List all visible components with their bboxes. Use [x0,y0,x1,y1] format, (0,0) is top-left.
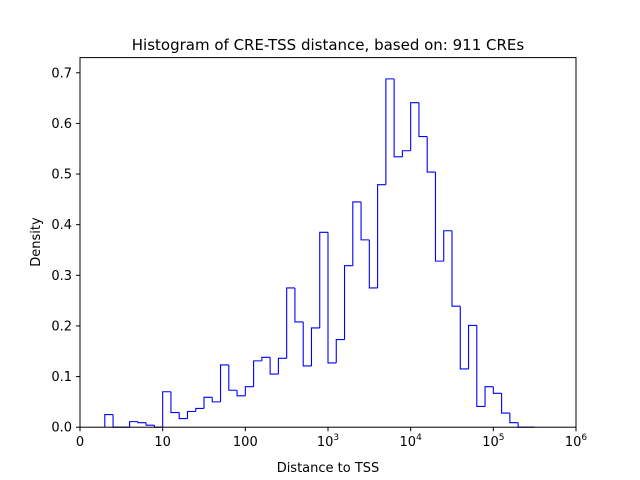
histogram-bin [129,421,138,428]
x-tick-label: 104 [400,433,423,450]
y-tick-label: 0.3 [51,269,72,284]
x-tick-label: 0 [76,435,84,450]
histogram-bin [219,364,229,402]
histogram-bin [459,306,469,370]
chart-title: Histogram of CRE-TSS distance, based on:… [132,36,525,54]
histogram-bin [261,356,271,361]
histogram-bin [393,78,403,158]
histogram-bin [319,231,328,328]
histogram-bin [343,265,353,340]
y-tick-label: 0.2 [51,319,72,334]
histogram-bin [401,150,411,157]
histogram-bin [178,412,188,420]
histogram-bin [476,325,486,407]
histogram-bin [360,201,370,241]
histogram-bin [443,230,452,262]
histogram-bin [137,421,147,424]
histogram-bin [104,413,114,428]
histogram-bin [211,397,221,403]
histogram-bin [170,391,180,414]
x-tick-label: 100 [233,435,258,450]
histogram-bin [294,287,304,323]
histogram-bin [517,422,527,428]
histogram-bin [434,172,444,262]
histogram-bin [186,410,196,419]
histogram-bin [310,327,320,366]
x-tick-label: 105 [482,433,504,450]
y-tick-label: 0.4 [51,218,72,233]
histogram-bin [385,78,395,185]
histogram-bin [327,232,337,364]
histogram-bin [509,413,519,424]
histogram-bin [269,357,279,375]
histogram-bin [501,393,510,414]
histogram-bin [162,391,171,428]
histogram-bin [426,136,436,173]
x-tick-label: 103 [317,433,339,450]
histogram-bin [236,390,246,397]
y-tick-label: 0.7 [51,66,72,81]
histogram-bin [352,201,362,266]
histogram-bin [368,239,378,289]
x-axis-title: Distance to TSS [277,461,380,476]
histogram-bin [203,396,213,409]
y-tick-label: 0.1 [51,370,72,385]
histogram-bin [451,230,461,307]
histogram-bin [286,287,295,359]
histogram-bin [418,102,428,138]
histogram-bin [410,102,419,151]
histogram-bin [467,324,477,369]
histogram-bin [244,386,254,396]
y-tick-label: 0.6 [51,117,72,132]
histogram-bin [253,360,262,387]
y-axis-title: Density [29,217,44,267]
histogram-bin [492,386,502,394]
histogram-bin [228,364,238,391]
y-tick-label: 0.5 [51,168,72,183]
histogram-bars [104,78,535,428]
histogram-bin [484,386,494,407]
histogram-bin [195,407,204,412]
x-tick-label: 106 [565,433,588,450]
x-axis: 0 10 100 103 104 105 106 [76,427,588,450]
histogram-bin [377,184,386,288]
y-tick-label: 0.0 [51,421,72,436]
histogram-bin [145,422,155,426]
histogram-bin [302,321,312,367]
histogram-bin [335,339,345,363]
y-axis: 0.0 0.1 0.2 0.3 0.4 0.5 0.6 0.7 [51,66,80,436]
x-tick-label: 10 [154,435,171,450]
histogram-bin [112,414,122,428]
histogram-bin [277,357,287,375]
